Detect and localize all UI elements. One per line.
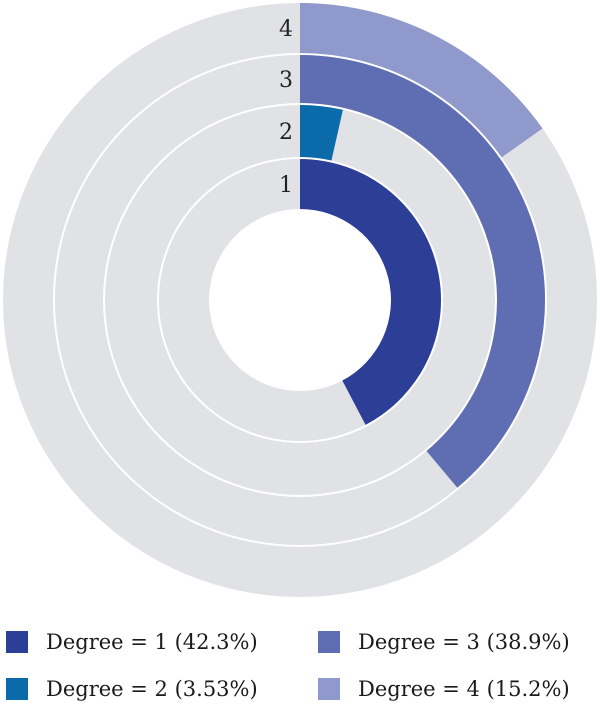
ring-arc-degree-4 [300,3,543,158]
legend-swatch-degree-4 [318,678,340,700]
legend-item-degree-2: Degree = 2 (3.53%) [6,677,258,701]
ring-label-3: 3 [279,68,293,93]
ring-labels: 1 2 3 4 [279,17,293,198]
legend-swatch-degree-3 [318,631,340,653]
ring-arc-degree-2 [300,105,343,161]
legend-label-degree-2: Degree = 2 (3.53%) [46,677,258,701]
ring-label-2: 2 [279,120,293,145]
legend-label-degree-3: Degree = 3 (38.9%) [358,630,570,654]
ring-arc-degree-1 [300,159,441,425]
legend-label-degree-1: Degree = 1 (42.3%) [46,630,258,654]
legend: Degree = 1 (42.3%) Degree = 2 (3.53%) De… [0,622,600,718]
legend-item-degree-3: Degree = 3 (38.9%) [318,630,570,654]
ring-arcs [300,3,545,488]
legend-label-degree-4: Degree = 4 (15.2%) [358,677,570,701]
legend-swatch-degree-2 [6,678,28,700]
legend-item-degree-1: Degree = 1 (42.3%) [6,630,258,654]
radial-ring-chart: 1 2 3 4 [3,3,597,597]
ring-label-4: 4 [279,17,293,42]
legend-item-degree-4: Degree = 4 (15.2%) [318,677,570,701]
ring-label-1: 1 [279,173,293,198]
ring-arc-degree-3 [300,55,545,488]
legend-swatch-degree-1 [6,631,28,653]
